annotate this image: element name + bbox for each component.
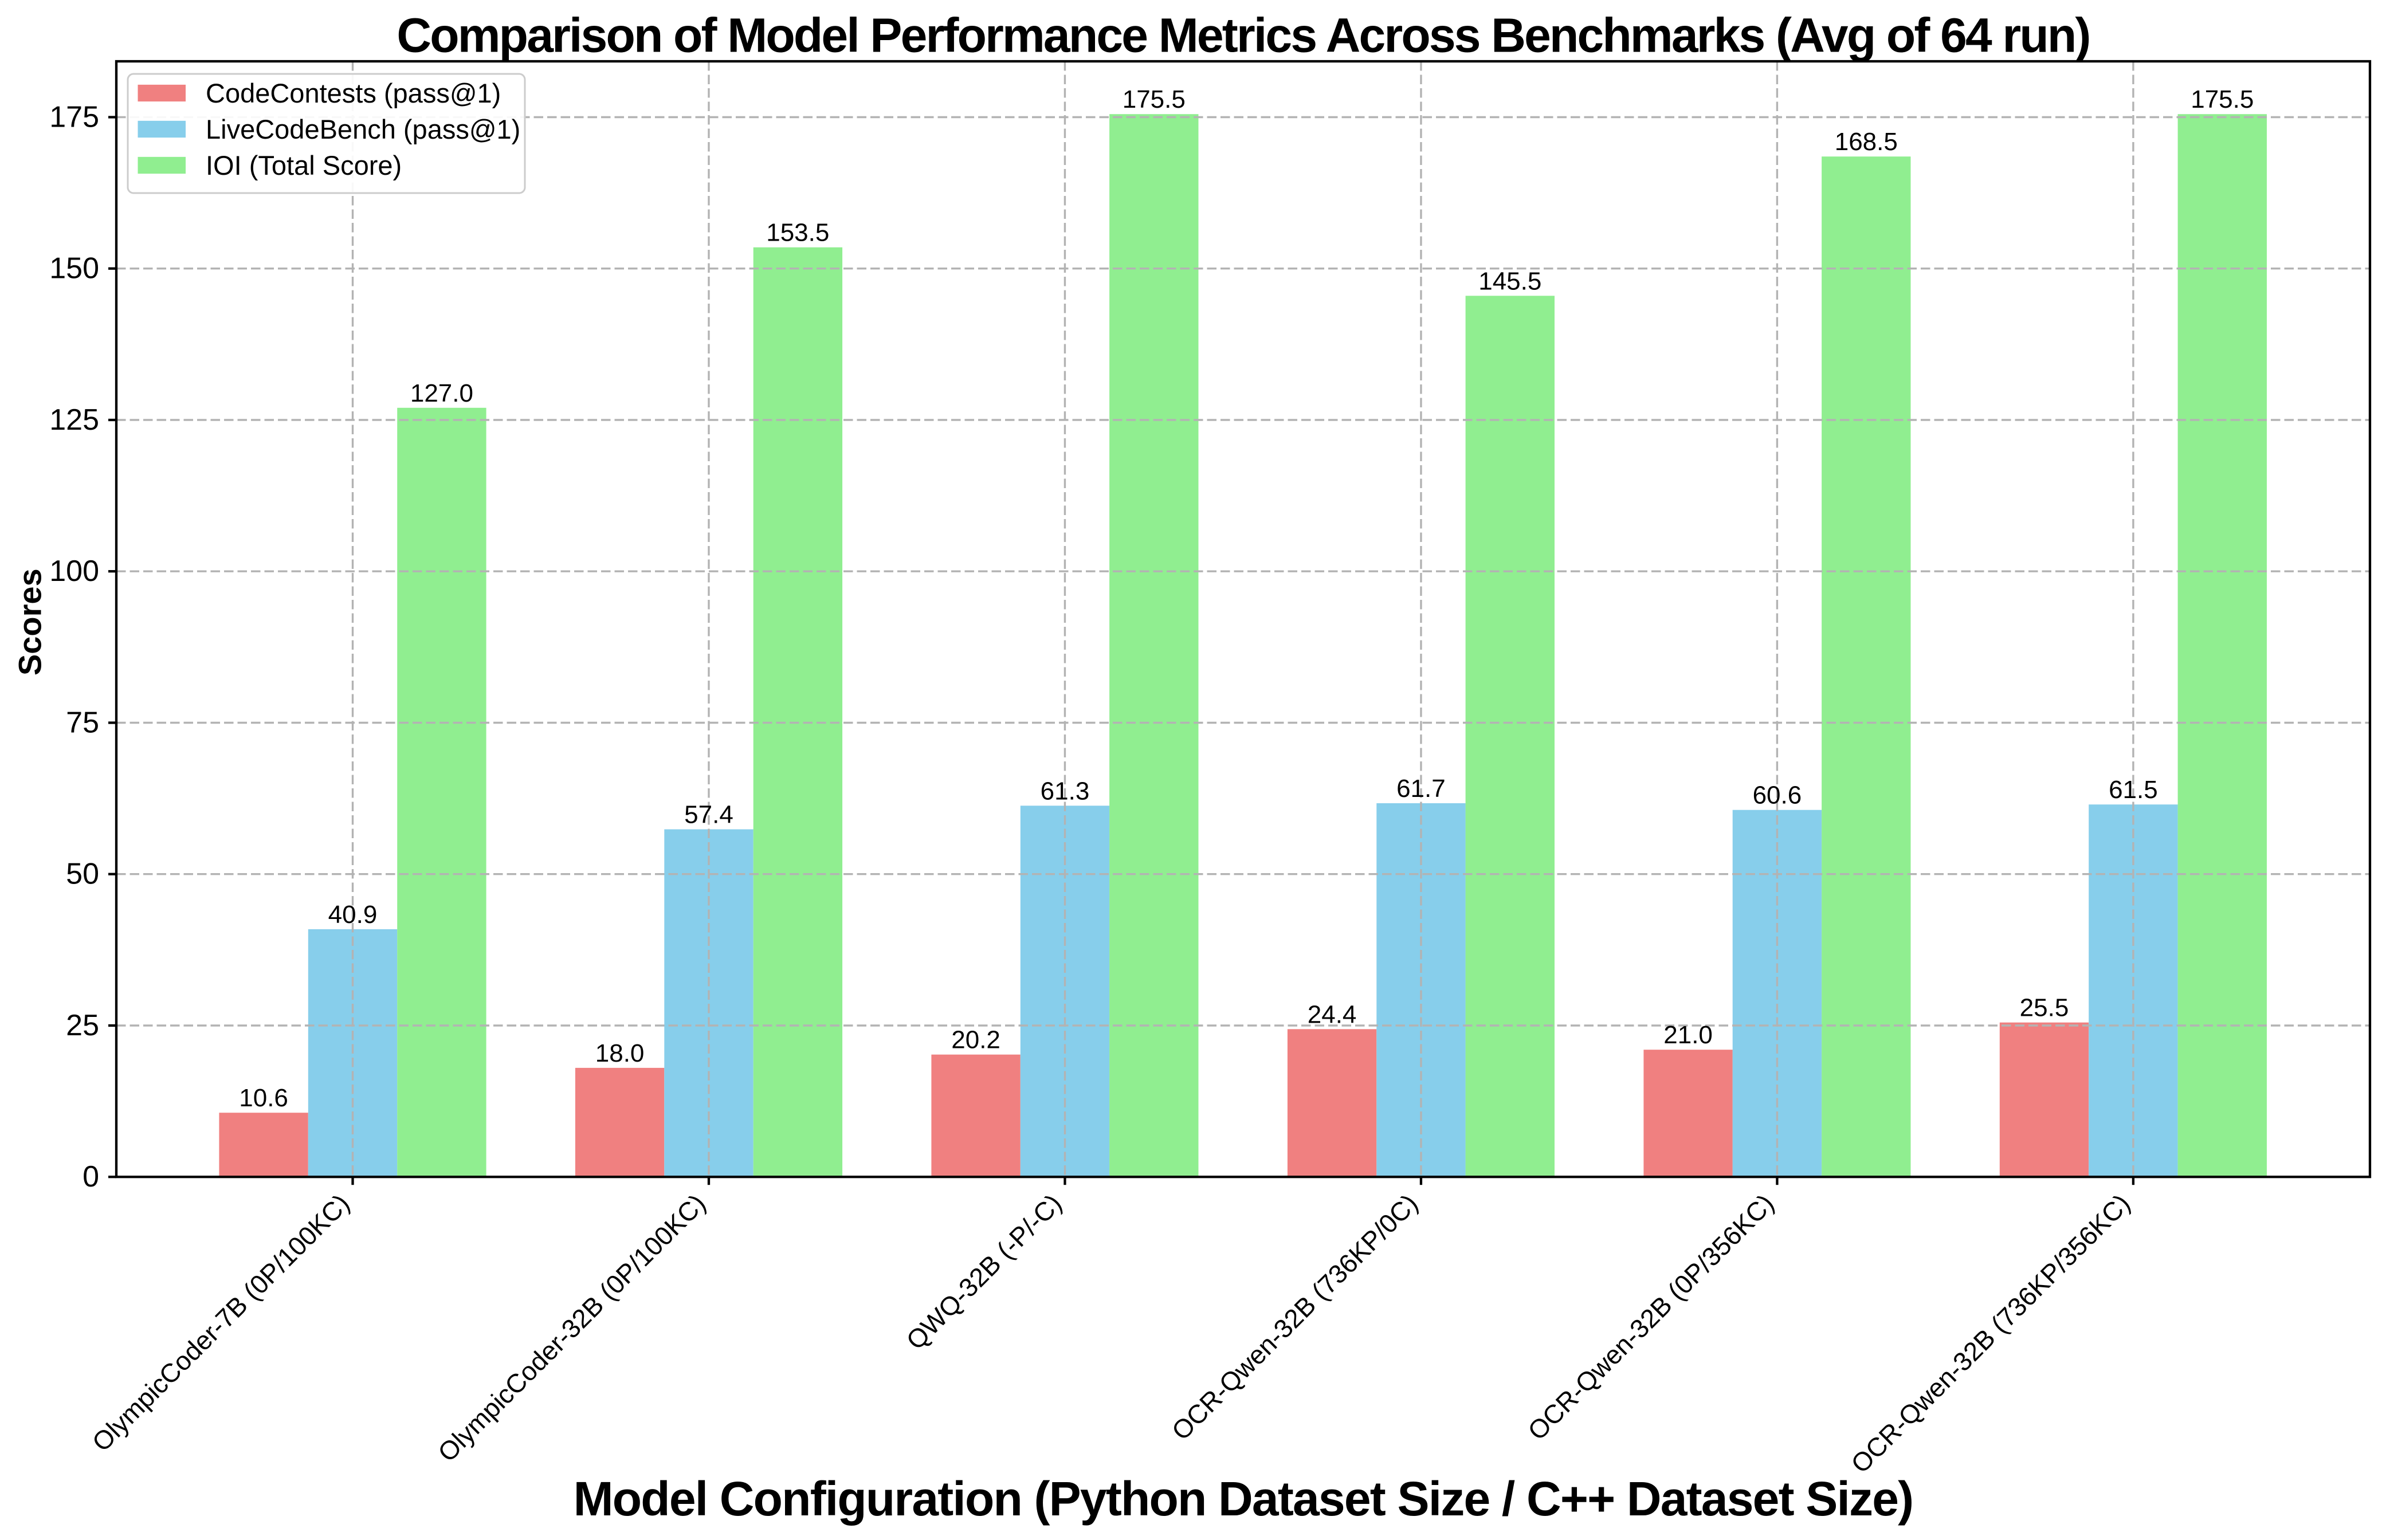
svg-text:61.5: 61.5 [2109,776,2158,804]
svg-text:18.0: 18.0 [595,1039,645,1067]
svg-text:153.5: 153.5 [766,219,829,247]
svg-text:168.5: 168.5 [1835,128,1898,156]
svg-text:0: 0 [83,1160,99,1193]
svg-text:175.5: 175.5 [1123,85,1186,113]
svg-text:LiveCodeBench (pass@1): LiveCodeBench (pass@1) [206,114,520,144]
svg-text:Comparison of Model Performanc: Comparison of Model Performance Metrics … [397,9,2089,62]
svg-text:61.3: 61.3 [1041,777,1090,805]
svg-text:50: 50 [66,858,99,891]
svg-text:40.9: 40.9 [328,901,378,929]
svg-text:150: 150 [49,252,99,285]
svg-text:127.0: 127.0 [410,379,473,407]
svg-text:61.7: 61.7 [1396,775,1446,803]
svg-text:57.4: 57.4 [684,801,733,829]
svg-text:Scores: Scores [12,568,48,675]
svg-text:10.6: 10.6 [239,1084,288,1112]
svg-text:21.0: 21.0 [1663,1021,1713,1049]
svg-text:75: 75 [66,706,99,740]
svg-text:60.6: 60.6 [1753,781,1802,810]
svg-text:24.4: 24.4 [1308,1000,1357,1028]
svg-text:25: 25 [66,1009,99,1042]
svg-text:CodeContests (pass@1): CodeContests (pass@1) [206,78,501,108]
svg-text:100: 100 [49,555,99,588]
svg-text:IOI (Total Score): IOI (Total Score) [206,150,402,180]
svg-text:175.5: 175.5 [2191,85,2254,113]
svg-text:125: 125 [49,403,99,437]
svg-text:25.5: 25.5 [2020,994,2069,1022]
svg-text:145.5: 145.5 [1478,267,1541,295]
svg-text:20.2: 20.2 [951,1026,1000,1054]
svg-text:175: 175 [49,101,99,134]
svg-text:Model Configuration (Python Da: Model Configuration (Python Dataset Size… [574,1472,1913,1526]
